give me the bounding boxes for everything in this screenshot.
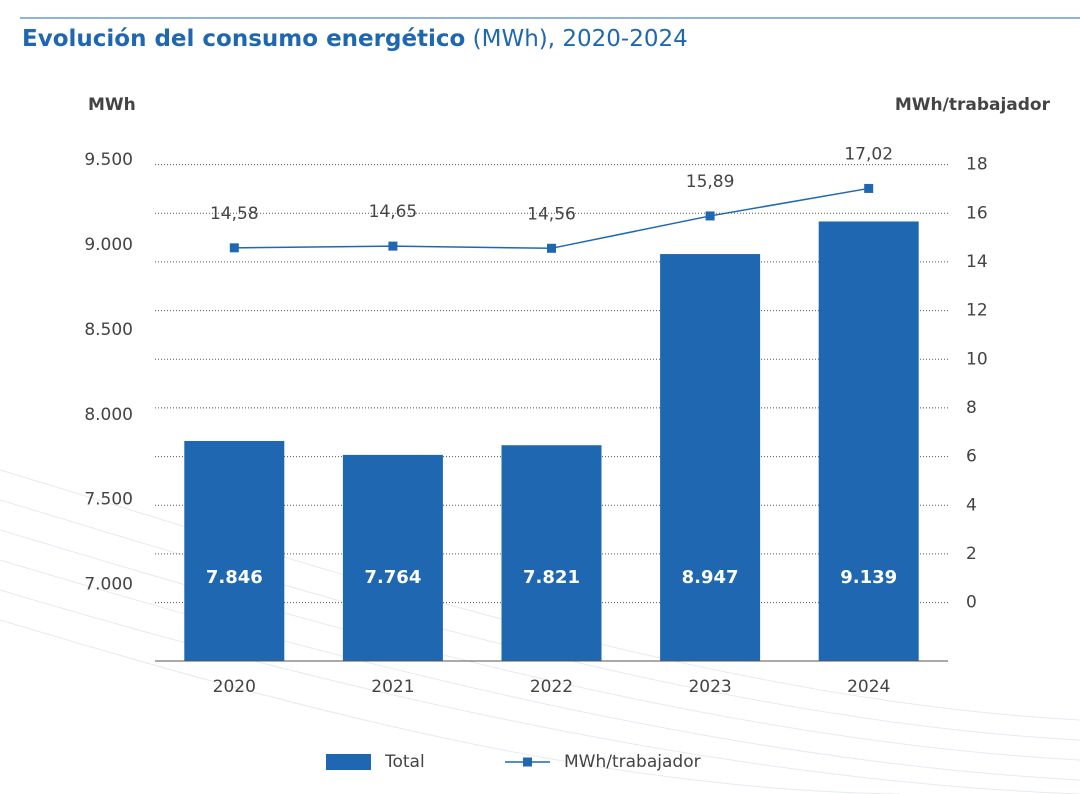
y2-tick-label: 10 [966, 349, 988, 369]
bar [342, 454, 443, 661]
y-tick-label: 8.000 [84, 405, 133, 425]
bar-value-label: 7.764 [364, 567, 421, 588]
y-tick-label: 9.000 [84, 235, 133, 255]
chart-title: Evolución del consumo energético [22, 26, 465, 52]
y-tick-label: 8.500 [84, 320, 133, 340]
bar [184, 440, 285, 661]
y2-tick-label: 18 [966, 155, 988, 175]
bar-value-label: 8.947 [682, 567, 739, 588]
y-tick-label: 9.500 [84, 150, 133, 170]
y2-axis-label: MWh/trabajador [895, 95, 1051, 115]
x-tick-label: 2021 [371, 677, 414, 697]
y-tick-label: 7.000 [84, 575, 133, 595]
y2-tick-label: 6 [966, 447, 977, 467]
line-value-label: 17,02 [844, 144, 893, 164]
x-tick-label: 2022 [530, 677, 573, 697]
background-waves [0, 469, 1080, 794]
y2-tick-label: 0 [966, 593, 977, 613]
y-axis-label: MWh [88, 95, 136, 115]
bar [501, 445, 602, 661]
y2-tick-label: 4 [966, 495, 977, 515]
line-value-label: 15,89 [686, 172, 735, 192]
bar [818, 221, 919, 661]
chart-subtitle: (MWh), 2020-2024 [473, 26, 688, 52]
line-value-label: 14,56 [527, 204, 576, 224]
line-marker [547, 243, 556, 253]
y2-tick-label: 12 [966, 301, 988, 321]
line-marker [229, 243, 239, 253]
legend-label: MWh/trabajador [564, 752, 701, 772]
line-marker [388, 241, 398, 251]
legend-swatch [326, 754, 371, 770]
y2-tick-label: 16 [966, 203, 988, 223]
chart-title-line: Evolución del consumo energético (MWh), … [22, 26, 688, 52]
legend-marker [523, 757, 532, 767]
x-tick-label: 2024 [847, 677, 890, 697]
line-value-label: 14,58 [210, 204, 259, 224]
y2-tick-label: 14 [966, 252, 988, 272]
x-tick-label: 2020 [213, 677, 256, 697]
line-marker [864, 183, 874, 193]
bar-value-label: 7.846 [206, 567, 263, 588]
y2-tick-label: 2 [966, 544, 977, 564]
legend-label: Total [384, 752, 425, 772]
line-value-label: 14,65 [369, 202, 418, 222]
y2-tick-label: 8 [966, 398, 977, 418]
bar-value-label: 7.821 [523, 567, 580, 588]
y-tick-label: 7.500 [84, 490, 133, 510]
bar [660, 254, 761, 661]
x-tick-label: 2023 [688, 677, 731, 697]
line-marker [705, 211, 715, 221]
bar-value-label: 9.139 [840, 567, 897, 588]
